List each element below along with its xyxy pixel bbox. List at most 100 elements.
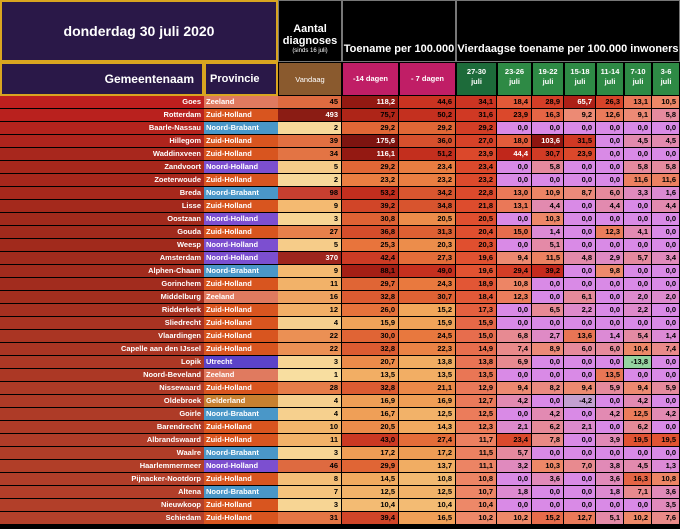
value-cell-4: 6,8 — [497, 330, 531, 342]
value-cell-8: 0,0 — [624, 499, 651, 511]
provincie-name: Zuid-Holland — [204, 434, 278, 446]
provincie-name: Zuid-Holland — [204, 317, 278, 329]
provincie-name: Noord-Holland — [204, 161, 278, 173]
value-cell-9: 1,3 — [652, 460, 679, 472]
value-cell-5: 6,2 — [532, 421, 563, 433]
value-cell-6: 7,0 — [564, 460, 595, 472]
value-cell-7: 6,0 — [596, 187, 623, 199]
value-cell-9: 0,0 — [652, 421, 679, 433]
value-cell-4: 0,0 — [497, 473, 531, 485]
value-cell-7: 3,9 — [596, 434, 623, 446]
gemeente-name: Lopik — [0, 356, 204, 368]
value-cell-1: 13,5 — [342, 369, 398, 381]
value-cell-7: 5,1 — [596, 512, 623, 524]
value-cell-9: 0,0 — [652, 226, 679, 238]
gemeente-name: Zandvoort — [0, 161, 204, 173]
provincie-name: Noord-Brabant — [204, 408, 278, 420]
value-cell-4: 9,4 — [497, 382, 531, 394]
value-cell-5: 5,8 — [532, 161, 563, 173]
gemeente-name: Baarle-Nassau — [0, 122, 204, 134]
aantal-subtitle: (sinds 16 juli) — [292, 48, 328, 54]
value-cell-4: 1,8 — [497, 486, 531, 498]
provincie-name: Utrecht — [204, 356, 278, 368]
table-row: Goes Zeeland 45 118,2 44,6 34,1 18,4 28,9 65,7 26… — [0, 96, 680, 109]
value-cell-7: 9,8 — [596, 265, 623, 277]
value-cell-0: 9 — [278, 200, 341, 212]
value-cell-3: 20,4 — [456, 226, 496, 238]
value-cell-6: 0,0 — [564, 161, 595, 173]
value-cell-5: 0,0 — [532, 317, 563, 329]
provincie-name: Noord-Brabant — [204, 265, 278, 277]
column-header-2: - 7 dagen — [399, 62, 456, 96]
value-cell-2: 44,6 — [399, 96, 455, 108]
value-cell-6: 6,0 — [564, 343, 595, 355]
value-cell-5: 7,8 — [532, 434, 563, 446]
value-cell-2: 16,5 — [399, 512, 455, 524]
value-cell-2: 23,4 — [399, 161, 455, 173]
value-cell-5: 0,0 — [532, 278, 563, 290]
provincie-name: Noord-Brabant — [204, 447, 278, 459]
value-cell-1: 25,3 — [342, 239, 398, 251]
provincie-name: Zuid-Holland — [204, 148, 278, 160]
column-header-3: 27-30 juli — [456, 62, 497, 96]
value-cell-2: 12,5 — [399, 486, 455, 498]
value-cell-3: 10,4 — [456, 499, 496, 511]
table-row: Middelburg Zeeland 16 32,8 30,7 18,4 12,3 0,0 6,… — [0, 291, 680, 304]
table-row: Nieuwkoop Zuid-Holland 3 10,4 10,4 10,4 0,0 0,0… — [0, 499, 680, 512]
value-cell-9: 0,0 — [652, 395, 679, 407]
value-cell-5: 4,2 — [532, 408, 563, 420]
value-cell-4: 23,9 — [497, 109, 531, 121]
value-cell-1: 39,4 — [342, 512, 398, 524]
table-row: Schiedam Zuid-Holland 31 39,4 16,5 10,2 10,2 15… — [0, 512, 680, 525]
gemeente-name: Waddinxveen — [0, 148, 204, 160]
table-row: Oldebroek Gelderland 4 16,9 16,9 12,7 4,2 0,0 -4… — [0, 395, 680, 408]
value-cell-6: 13,6 — [564, 330, 595, 342]
gemeente-name: Albrandswaard — [0, 434, 204, 446]
value-cell-1: 32,8 — [342, 291, 398, 303]
table-row: Amsterdam Noord-Holland 370 42,4 27,3 19,6 9,4… — [0, 252, 680, 265]
value-cell-7: 0,0 — [596, 122, 623, 134]
column-header-6: 15-18 juli — [564, 62, 596, 96]
aantal-diagnoses-header: Aantal diagnoses (sinds 16 juli) — [278, 0, 342, 62]
value-cell-8: -13,8 — [624, 356, 651, 368]
value-cell-1: 53,2 — [342, 187, 398, 199]
provincie-name: Zeeland — [204, 369, 278, 381]
value-cell-5: 15,2 — [532, 512, 563, 524]
value-cell-6: 0,0 — [564, 265, 595, 277]
gemeente-name: Capelle aan den IJssel — [0, 343, 204, 355]
value-cell-1: 175,6 — [342, 135, 398, 147]
table-row: Rotterdam Zuid-Holland 493 75,7 50,2 31,6 23,9… — [0, 109, 680, 122]
value-cell-9: 10,8 — [652, 473, 679, 485]
value-cell-7: 4,4 — [596, 200, 623, 212]
provincie-name: Zuid-Holland — [204, 304, 278, 316]
value-cell-1: 29,9 — [342, 460, 398, 472]
value-cell-1: 32,8 — [342, 343, 398, 355]
vierdaagse-header: Vierdaagse toename per 100.000 inwoners — [456, 0, 680, 62]
provincie-name: Zuid-Holland — [204, 512, 278, 524]
value-cell-3: 15,9 — [456, 317, 496, 329]
provincie-column-header: Provincie — [204, 62, 278, 96]
value-cell-2: 34,8 — [399, 200, 455, 212]
provincie-name: Noord-Holland — [204, 213, 278, 225]
column-header-9: 3-6 juli — [652, 62, 680, 96]
table-row: Sliedrecht Zuid-Holland 4 15,9 15,9 15,9 0,0 0,… — [0, 317, 680, 330]
value-cell-8: 0,0 — [624, 239, 651, 251]
table-row: Zoeterwoude Zuid-Holland 2 23,2 23,2 23,2 0,0 0… — [0, 174, 680, 187]
value-cell-5: 0,0 — [532, 174, 563, 186]
report-date: donderdag 30 juli 2020 — [0, 0, 278, 62]
value-cell-4: 0,0 — [497, 317, 531, 329]
gemeente-name: Waalre — [0, 447, 204, 459]
value-cell-4: 6,9 — [497, 356, 531, 368]
value-cell-2: 12,5 — [399, 408, 455, 420]
value-cell-4: 0,0 — [497, 304, 531, 316]
value-cell-7: 0,0 — [596, 174, 623, 186]
value-cell-4: 18,4 — [497, 96, 531, 108]
value-cell-6: 0,0 — [564, 278, 595, 290]
value-cell-6: 23,9 — [564, 148, 595, 160]
value-cell-2: 51,2 — [399, 148, 455, 160]
value-cell-4: 0,0 — [497, 369, 531, 381]
value-cell-4: 13,0 — [497, 187, 531, 199]
value-cell-1: 29,7 — [342, 278, 398, 290]
value-cell-1: 116,1 — [342, 148, 398, 160]
value-cell-0: 3 — [278, 213, 341, 225]
